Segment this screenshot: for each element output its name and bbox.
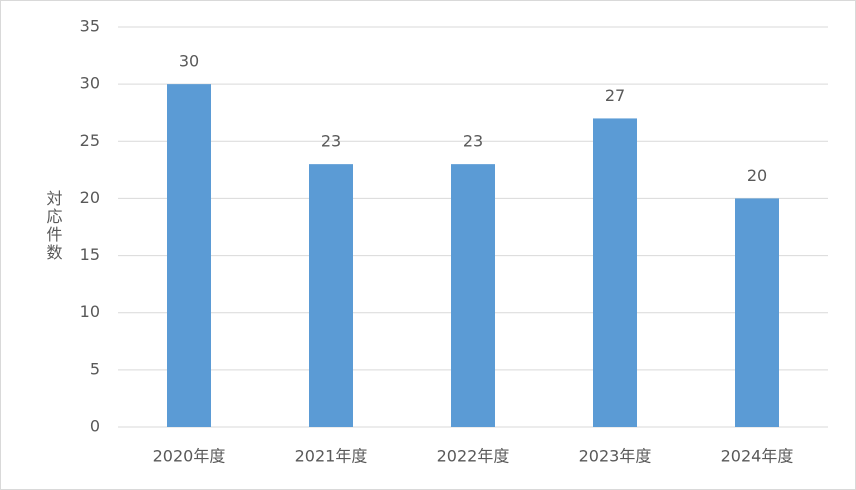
y-tick-label: 15 (80, 245, 100, 264)
bar (451, 164, 495, 427)
y-tick-label: 35 (80, 17, 100, 36)
data-label: 30 (179, 52, 199, 71)
bar (167, 84, 211, 428)
bar (309, 164, 353, 427)
data-label: 27 (605, 86, 625, 105)
x-tick-label: 2024年度 (721, 447, 794, 466)
data-label: 20 (747, 166, 767, 185)
bar (593, 118, 637, 427)
y-tick-label: 30 (80, 74, 100, 93)
x-tick-label: 2022年度 (437, 447, 510, 466)
y-tick-label: 20 (80, 188, 100, 207)
y-axis-label: 対応件数 (44, 190, 63, 262)
y-tick-label: 25 (80, 131, 100, 150)
y-tick-label: 0 (90, 417, 100, 436)
x-tick-label: 2020年度 (153, 447, 226, 466)
y-tick-label: 10 (80, 302, 100, 321)
bar (735, 198, 779, 427)
y-tick-label: 5 (90, 359, 100, 378)
data-label: 23 (463, 132, 483, 151)
x-tick-label: 2021年度 (295, 447, 368, 466)
data-label: 23 (321, 132, 341, 151)
x-tick-label: 2023年度 (579, 447, 652, 466)
